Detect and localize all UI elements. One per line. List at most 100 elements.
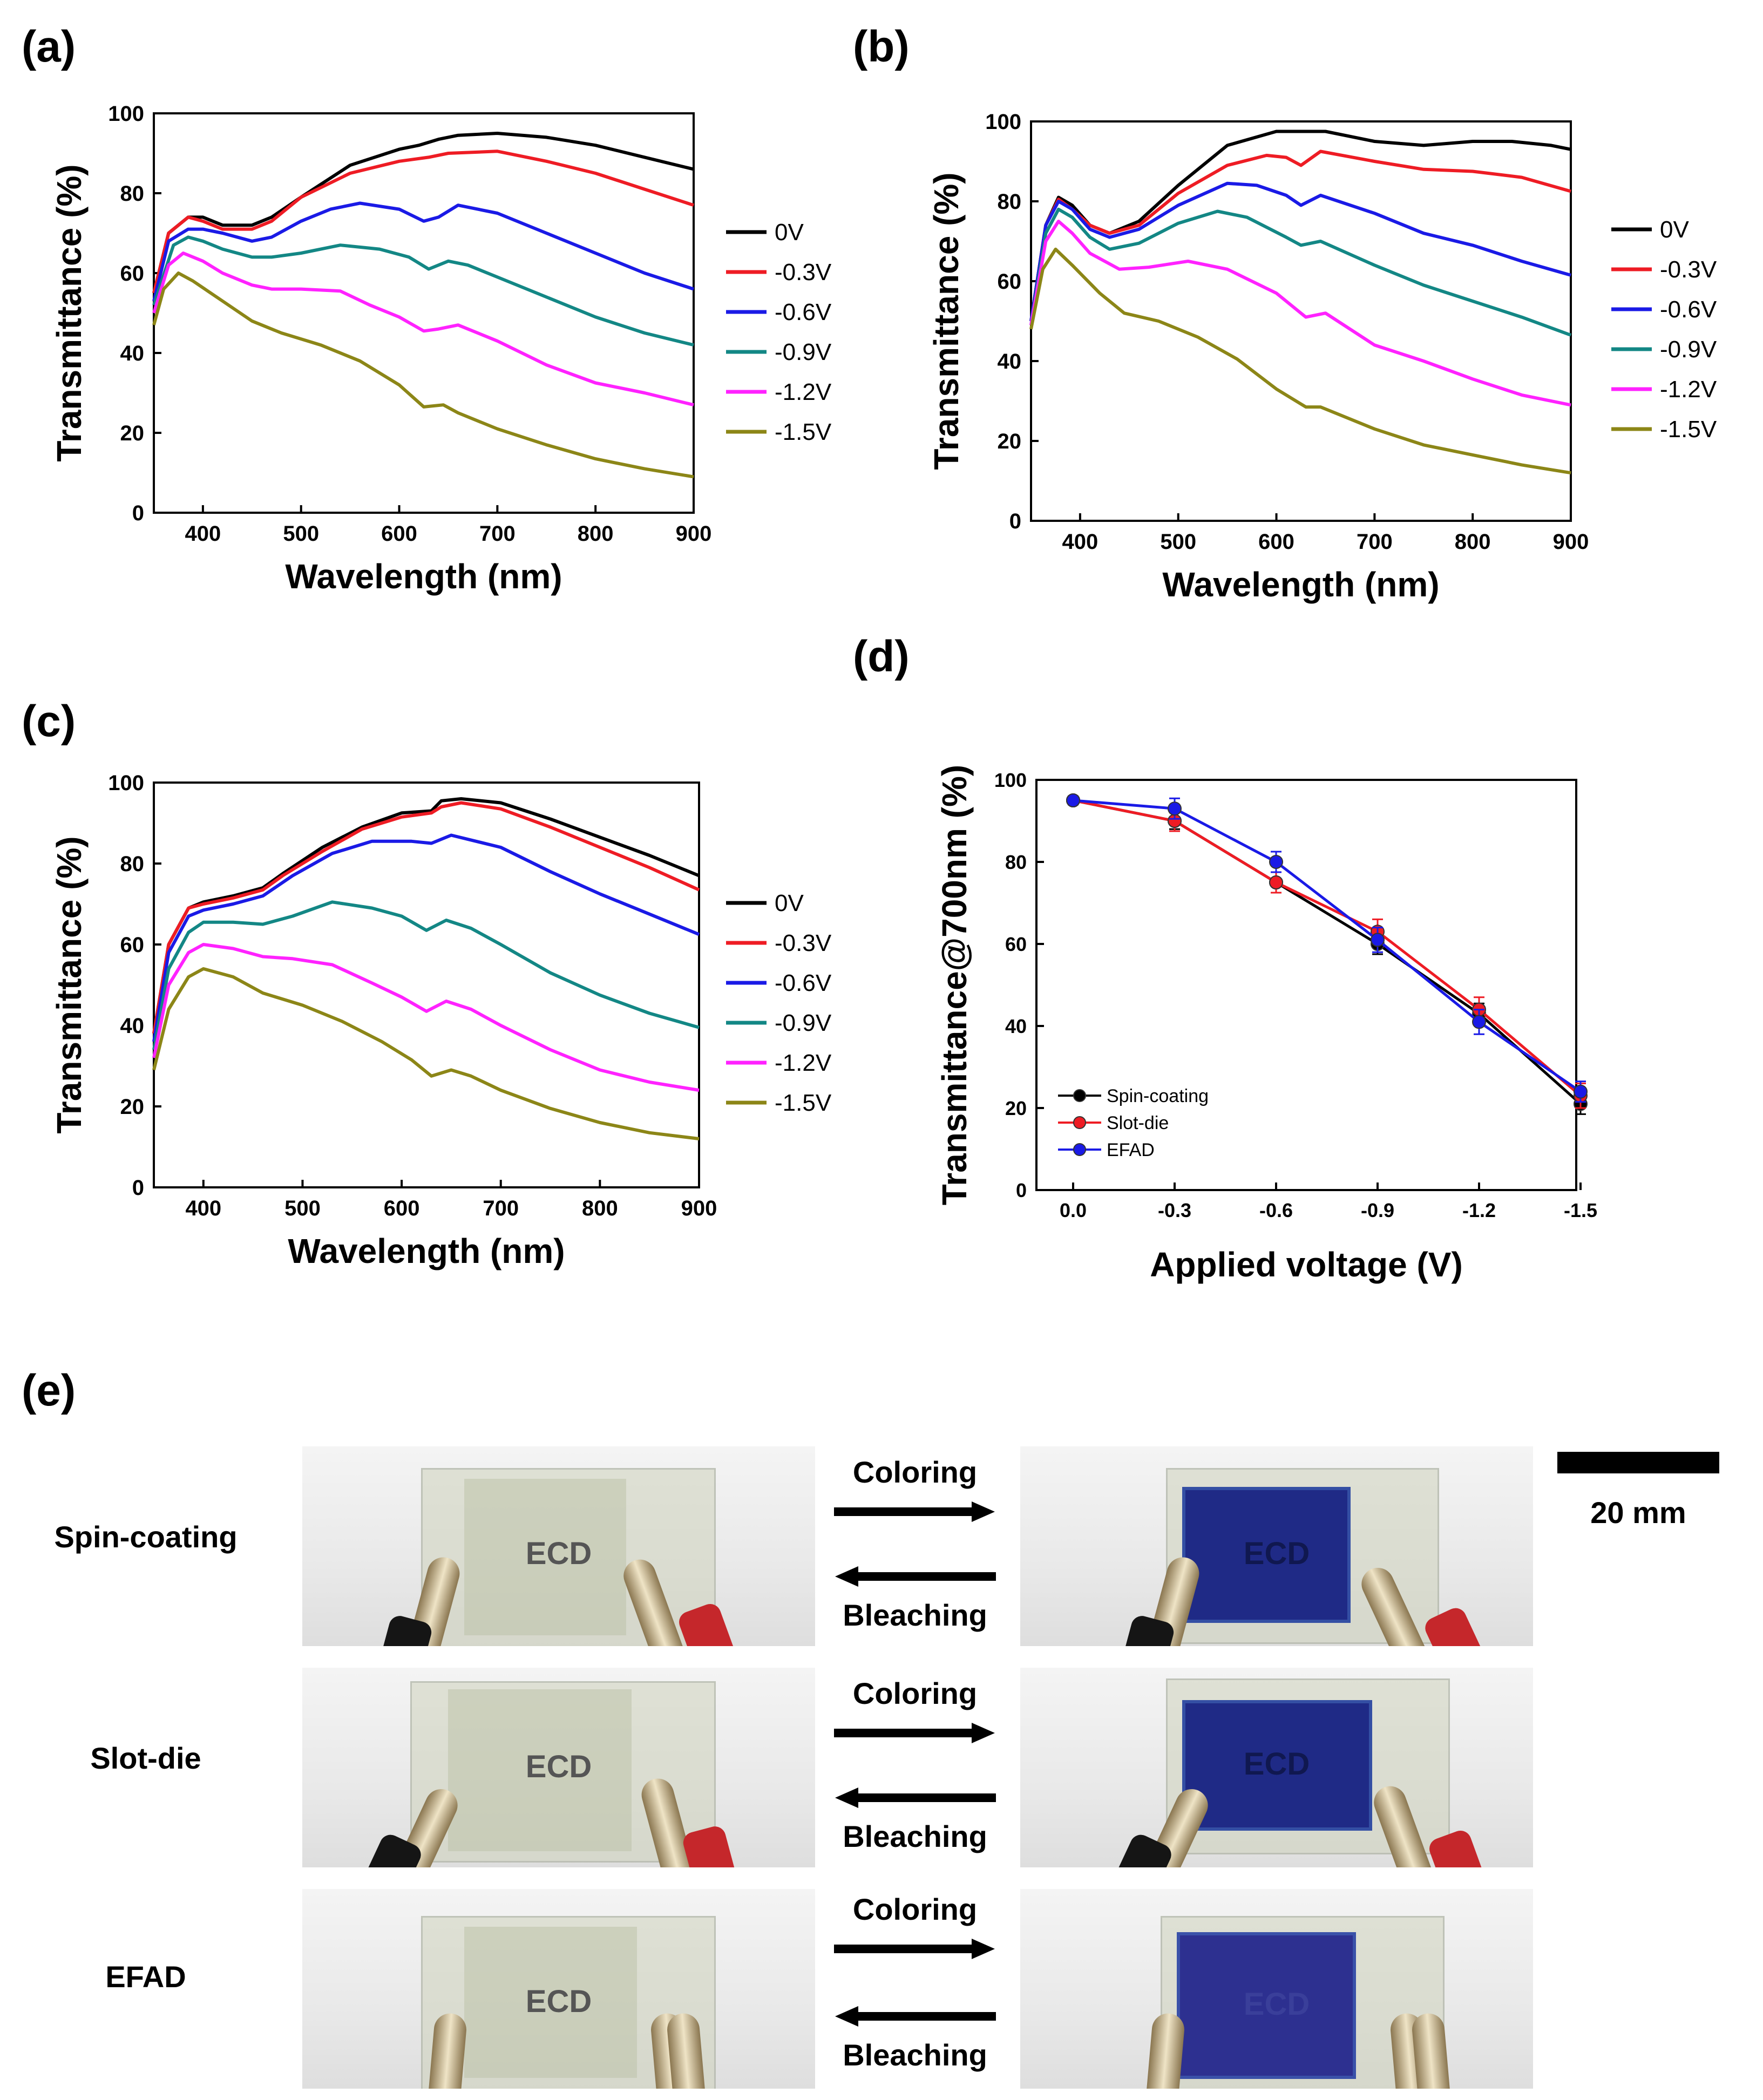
legend-label: -1.2V <box>1660 376 1717 403</box>
bleaching-label: Bleaching <box>843 2038 987 2072</box>
plot-frame <box>1035 779 1577 1191</box>
panel-label-d: (d) <box>853 632 910 681</box>
y-tick-label: 60 <box>998 270 1022 294</box>
row-label-slot-die: Slot-die <box>90 1741 201 1775</box>
chart-b: 400 500 600 700 800 900 0 20 40 60 80 100 Wavelength… <box>927 110 1717 604</box>
series-line-0V <box>152 132 694 294</box>
bleaching-arrow-icon <box>835 1566 996 1587</box>
y-tick-label: 20 <box>120 1095 145 1119</box>
x-axis-label: Wavelength (nm) <box>1162 565 1439 604</box>
y-tick-label: 40 <box>1005 1015 1027 1037</box>
series-line--1.5V <box>152 271 694 479</box>
photo-panel: Spin-coating Slot-die EFAD ECD ECD ECD E… <box>0 1425 1763 2100</box>
x-tick-label: 500 <box>284 1197 321 1220</box>
panel-label-b: (b) <box>853 22 910 71</box>
legend-marker <box>1073 1116 1086 1129</box>
x-tick-label: 800 <box>578 522 614 546</box>
x-tick-label: 500 <box>283 522 319 546</box>
photo-efad-colored: ECD <box>1020 1889 1533 2089</box>
legend-label: EFAD <box>1107 1140 1155 1160</box>
series-line--1.5V <box>1029 247 1571 475</box>
panel-label-c: (c) <box>22 697 76 746</box>
coloring-label: Coloring <box>852 1455 978 1489</box>
x-tick-label: 500 <box>1160 530 1196 554</box>
y-tick-label: 80 <box>120 852 145 876</box>
x-axis-label: Applied voltage (V) <box>1150 1245 1463 1284</box>
data-point <box>1269 875 1283 889</box>
bleaching-arrow-icon <box>835 1788 996 1808</box>
chart-c: 400 500 600 700 800 900 0 20 40 60 80 100 Wavelength… <box>50 771 832 1270</box>
scale-bar-label: 20 mm <box>1590 1496 1686 1530</box>
y-tick-label: 80 <box>120 182 145 206</box>
series-line-spin <box>1073 799 1582 1105</box>
chart-d: 0.0 -0.3 -0.6 -0.9 -1.2 -1.5 0 20 40 60 80 100 Appli… <box>935 765 1597 1284</box>
legend-label: 0V <box>1660 216 1689 243</box>
legend-label: Spin-coating <box>1107 1086 1209 1106</box>
plot-frame <box>1030 120 1572 522</box>
legend-label: -1.5V <box>775 419 832 445</box>
bleaching-label: Bleaching <box>843 1819 987 1853</box>
y-tick-label: 40 <box>120 342 145 365</box>
chart-a: 400 500 600 700 800 900 0 20 40 60 80 100 Wavelength… <box>50 102 832 596</box>
series-line-efad <box>1073 799 1582 1093</box>
plot-frame <box>153 781 700 1188</box>
x-tick-label: 700 <box>1357 530 1393 554</box>
series-line--0.9V <box>1029 207 1572 337</box>
panel-label-a: (a) <box>22 22 76 71</box>
ecd-label: ECD <box>1243 1746 1310 1782</box>
y-tick-label: 0 <box>132 501 144 525</box>
x-tick-label: 700 <box>483 1197 519 1220</box>
data-point <box>1574 1084 1588 1099</box>
y-tick-label: 0 <box>1009 509 1021 533</box>
x-tick-label: 800 <box>582 1197 618 1220</box>
y-tick-label: 60 <box>120 933 145 957</box>
ecd-label: ECD <box>525 1749 592 1784</box>
ecd-label: ECD <box>525 1536 592 1571</box>
legend-label: -0.3V <box>775 930 832 956</box>
legend-label: -1.2V <box>775 379 832 405</box>
bleaching-arrow-icon <box>835 2006 996 2027</box>
data-point <box>1371 933 1385 947</box>
legend-label: -0.3V <box>775 259 832 286</box>
legend-label: -1.5V <box>1660 416 1717 443</box>
data-point <box>1269 855 1283 869</box>
x-tick-label: 600 <box>1258 530 1294 554</box>
legend-label: -0.6V <box>775 970 832 996</box>
legend-label: -0.9V <box>1660 336 1717 363</box>
y-axis-label: Transmittance@700nm (%) <box>935 765 974 1205</box>
x-axis-label: Wavelength (nm) <box>288 1232 565 1270</box>
legend-label: -0.9V <box>775 339 832 365</box>
legend-label: -1.2V <box>775 1050 832 1076</box>
x-tick-label: 600 <box>384 1197 420 1220</box>
panel-label-e: (e) <box>22 1366 76 1415</box>
series-line--0.9V <box>152 235 694 347</box>
x-tick-label: 400 <box>185 1197 221 1220</box>
y-tick-label: 60 <box>120 262 145 286</box>
y-tick-label: 20 <box>120 422 145 445</box>
photo-slot-die-bleached: ECD <box>302 1668 815 1867</box>
scale-bar <box>1557 1452 1719 1473</box>
x-tick-label: 400 <box>1062 530 1099 554</box>
legend-marker <box>1073 1089 1086 1102</box>
y-axis-label: Transmittance (%) <box>50 836 89 1133</box>
legend-label: 0V <box>775 219 804 246</box>
series-line--1.2V <box>152 943 700 1092</box>
data-point <box>1066 793 1080 807</box>
bleaching-label: Bleaching <box>843 1598 987 1632</box>
x-axis-label: Wavelength (nm) <box>285 557 562 596</box>
y-tick-label: 20 <box>1005 1097 1027 1119</box>
x-tick-label: 900 <box>681 1197 717 1220</box>
ecd-label: ECD <box>1243 1536 1310 1571</box>
coloring-arrow-icon <box>834 1723 995 1743</box>
x-tick-label: 0.0 <box>1060 1199 1087 1221</box>
series-line--0.3V <box>152 149 694 294</box>
series-line-slot <box>1073 799 1582 1097</box>
y-tick-label: 100 <box>994 769 1027 791</box>
series-line--1.2V <box>1029 220 1571 407</box>
x-tick-label: -1.5 <box>1564 1199 1597 1221</box>
coloring-arrow-icon <box>834 1501 995 1522</box>
coloring-label: Coloring <box>852 1892 978 1926</box>
series-line--0.9V <box>152 900 700 1050</box>
legend-label: -0.6V <box>1660 296 1717 323</box>
ecd-label: ECD <box>1243 1987 1310 2022</box>
